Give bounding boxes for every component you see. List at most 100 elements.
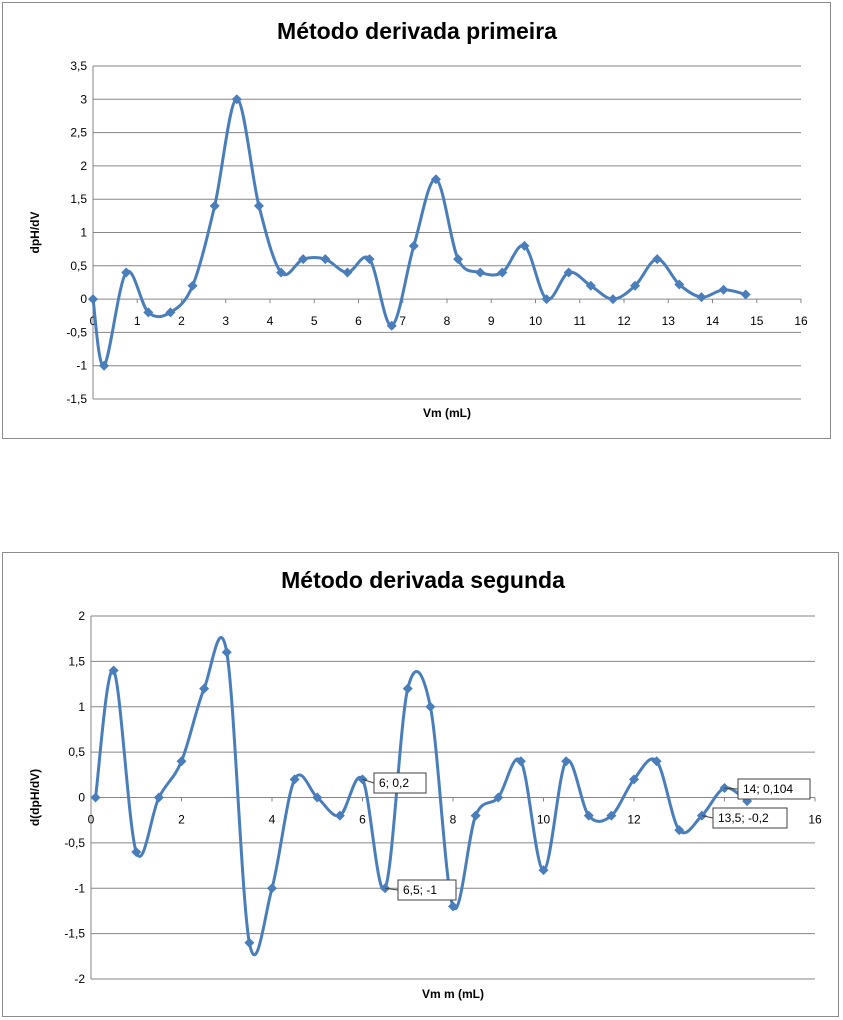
chart2-ytick-label: -1 — [74, 881, 85, 895]
chart2-data-point — [108, 665, 119, 676]
chart1-data-point — [165, 307, 176, 318]
chart1-xtick-label: 3 — [222, 314, 229, 328]
chart1-ytick-label: -1,5 — [66, 392, 87, 406]
chart2-ytick-label: 0,5 — [68, 745, 85, 759]
chart1-data-point — [276, 267, 287, 278]
chart1-data-point — [563, 267, 574, 278]
chart2-y-axis-label: d(dpH/dV) — [28, 769, 42, 826]
chart1-ytick-label: -0,5 — [66, 325, 87, 339]
chart2-ytick-label: 0 — [78, 791, 85, 805]
chart1-data-point — [497, 267, 508, 278]
chart1-xtick-label: 10 — [529, 314, 543, 328]
chart1-ytick-label: 2 — [80, 159, 87, 173]
chart1-ytick-label: 2,5 — [70, 126, 87, 140]
chart2-ytick-label: -1,5 — [64, 927, 85, 941]
chart2-data-point — [131, 846, 142, 857]
chart1-data-point — [585, 280, 596, 291]
chart1-xtick-label: 5 — [311, 314, 318, 328]
chart2-xtick-label: 8 — [450, 813, 457, 827]
chart2-data-point — [470, 810, 481, 821]
chart2-xtick-label: 4 — [269, 813, 276, 827]
chart1-x-axis-label: Vm (mL) — [423, 406, 471, 420]
chart2-x-axis-label: Vm m (mL) — [422, 987, 484, 1001]
chart2-data-point — [515, 756, 526, 767]
chart1-data-point — [298, 254, 309, 265]
chart1-ytick-label: 0,5 — [70, 259, 87, 273]
chart1-data-point — [740, 289, 751, 300]
chart2-data-label-text: 6; 0,2 — [379, 776, 409, 790]
chart2-xtick-label: 12 — [627, 813, 641, 827]
chart2-xtick-label: 10 — [537, 813, 551, 827]
chart2-title: Método derivada segunda — [281, 567, 565, 593]
chart2-xtick-label: 6 — [359, 813, 366, 827]
chart1-xtick-label: 11 — [574, 314, 587, 328]
chart1-xtick-label: 13 — [662, 314, 676, 328]
chart1-ytick-label: 3 — [80, 92, 87, 106]
chart2-data-label: 14; 0,104 — [724, 778, 811, 800]
chart1-ytick-label: 3,5 — [70, 59, 87, 73]
chart2-xtick-label: 0 — [88, 813, 95, 827]
chart2-data-point — [334, 810, 345, 821]
chart2-data-point — [312, 792, 323, 803]
chart1-xtick-label: 15 — [750, 314, 764, 328]
chart-second-derivative: Método derivada segunda -2 -1,5 -1 -0,5 0 0,5 1… — [2, 552, 839, 1017]
chart2-data-point — [606, 810, 617, 821]
chart1-xtick-label: 4 — [267, 314, 274, 328]
chart1-data-point — [718, 284, 729, 295]
chart1-title: Método derivada primeira — [277, 18, 557, 44]
chart2-data-point — [267, 883, 277, 894]
chart1-data-point — [143, 307, 154, 318]
chart1-data-point — [408, 240, 419, 251]
chart1-data-point — [386, 320, 397, 331]
chart1-ytick-label: 1 — [80, 226, 87, 240]
chart2-data-point — [153, 792, 164, 803]
chart2-data-point — [244, 937, 255, 948]
chart1-data-point — [519, 240, 530, 251]
chart2-data-point — [176, 756, 187, 767]
chart2-series-line — [94, 636, 749, 957]
chart2-data-label: 6; 0,2 — [362, 772, 427, 794]
chart1-data-point — [430, 174, 441, 185]
chart2-data-label-text: 14; 0,104 — [743, 782, 793, 796]
chart1-xtick-label: 16 — [794, 314, 808, 328]
chart1-data-point — [342, 267, 353, 278]
chart1-data-point — [630, 280, 641, 291]
chart1-xtick-label: 0 — [90, 314, 97, 328]
chart2-data-point — [651, 756, 662, 767]
chart2-data-point — [674, 825, 685, 836]
chart1-data-point — [187, 280, 198, 291]
chart1-data-point — [231, 94, 242, 105]
chart1-y-axis-label: dpH/dV — [28, 212, 42, 254]
chart2-data-point — [561, 756, 572, 767]
chart2-ytick-label: 1,5 — [68, 654, 85, 668]
chart1-data-point — [209, 200, 220, 211]
chart1-ytick-label: 0 — [80, 292, 87, 306]
chart2-data-point — [425, 701, 436, 712]
chart2-data-label-leader — [385, 887, 399, 891]
chart1-data-point — [88, 294, 98, 305]
chart2-data-point — [221, 647, 232, 658]
chart2-data-point — [357, 774, 368, 785]
chart2-ytick-label: 1 — [78, 700, 85, 714]
chart-first-derivative-svg: Método derivada primeira-1,5-1-0,500,511… — [28, 18, 808, 420]
chart1-xtick-label: 6 — [355, 314, 362, 328]
chart2-data-point — [583, 810, 594, 821]
chart-second-derivative-svg: Método derivada segunda-2-1,5-1-0,500,51… — [28, 567, 822, 1001]
chart-first-derivative: Método derivada primeira -1,5 -1 -0,5 0 0,5 1 1… — [2, 2, 831, 439]
chart2-data-point — [448, 901, 458, 912]
chart1-xtick-label: 7 — [399, 314, 406, 328]
chart2-data-label: 13,5; -0,2 — [701, 807, 788, 829]
chart2-data-point — [493, 792, 504, 803]
chart2-data-point — [402, 683, 413, 694]
chart2-data-point — [629, 774, 639, 785]
chart2-data-point — [199, 683, 210, 694]
chart1-ytick-label: 1,5 — [70, 192, 87, 206]
chart1-data-point — [99, 360, 110, 371]
chart1-data-point — [475, 267, 486, 278]
chart2-data-label-leader — [724, 787, 739, 790]
chart1-xtick-label: 9 — [488, 314, 495, 328]
chart1-xtick-label: 2 — [178, 314, 185, 328]
chart1-ytick-label: -1 — [76, 359, 87, 373]
chart1-xtick-label: 12 — [617, 314, 631, 328]
chart1-xtick-label: 1 — [134, 314, 141, 328]
